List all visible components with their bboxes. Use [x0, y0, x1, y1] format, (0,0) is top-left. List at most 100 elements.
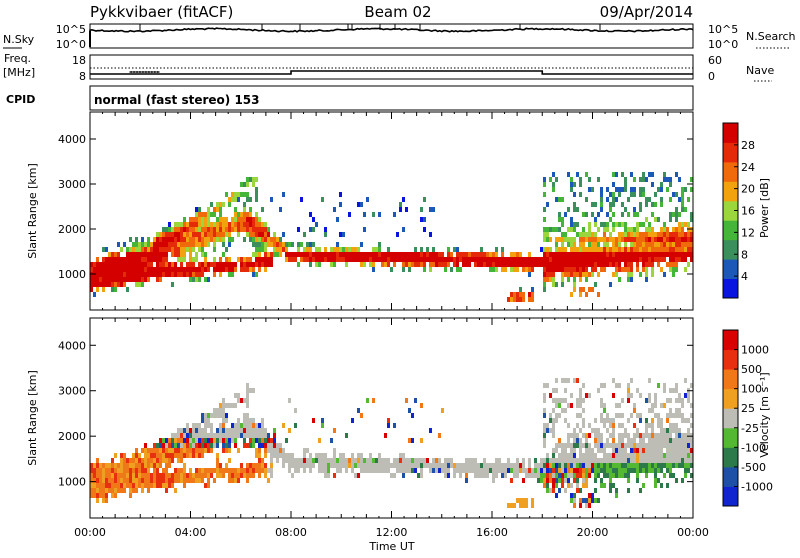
velocity-cell	[654, 468, 657, 473]
velocity-cell	[633, 403, 636, 408]
velocity-cell	[177, 448, 180, 453]
velocity-cell	[417, 458, 420, 463]
velocity-cell	[435, 463, 438, 468]
power-cell	[141, 247, 144, 252]
velocity-cell	[210, 448, 213, 453]
power-cell	[165, 267, 168, 272]
power-cell	[591, 237, 594, 242]
velocity-cell	[627, 463, 630, 468]
power-cell	[159, 232, 162, 237]
velocity-cell	[102, 478, 105, 483]
velocity-cell	[573, 448, 576, 453]
velocity-cell	[684, 378, 687, 383]
power-cell	[375, 252, 378, 257]
power-cell	[642, 267, 645, 272]
velocity-cell	[483, 473, 486, 478]
power-cell	[276, 242, 279, 247]
power-cell	[594, 202, 597, 207]
velocity-cell	[99, 468, 102, 473]
power-cell	[255, 197, 258, 202]
power-cell	[126, 272, 129, 277]
power-cell	[279, 237, 282, 242]
velocity-cell	[405, 468, 408, 473]
power-cell	[573, 282, 576, 287]
velocity-cell	[477, 468, 480, 473]
velocity-cell	[111, 458, 114, 463]
power-cell	[123, 242, 126, 247]
velocity-cell	[201, 428, 204, 433]
velocity-cell	[309, 463, 312, 468]
velocity-cell	[630, 463, 633, 468]
power-cell	[195, 277, 198, 282]
velocity-cell	[642, 483, 645, 488]
power-cell	[108, 277, 111, 282]
velocity-cell	[174, 433, 177, 438]
power-cell	[540, 262, 543, 267]
velocity-cell	[102, 493, 105, 498]
power-cell	[468, 252, 471, 257]
power-cell	[138, 277, 141, 282]
velocity-cell	[552, 473, 555, 478]
power-cell	[648, 242, 651, 247]
power-cell	[528, 272, 531, 277]
velocity-cell	[594, 478, 597, 483]
velocity-cell	[348, 463, 351, 468]
velocity-cell	[306, 463, 309, 468]
power-cell	[678, 257, 681, 262]
velocity-cell	[264, 463, 267, 468]
power-cell	[681, 232, 684, 237]
power-cell	[570, 217, 573, 222]
power-cell	[90, 277, 93, 282]
velocity-cell	[186, 438, 189, 443]
power-cell	[570, 252, 573, 257]
power-cell	[468, 257, 471, 262]
power-cell	[480, 262, 483, 267]
velocity-cell	[630, 413, 633, 418]
velocity-cell	[615, 403, 618, 408]
velocity-cell	[663, 383, 666, 388]
velocity-cell	[186, 428, 189, 433]
power-cell	[258, 247, 261, 252]
velocity-cell	[123, 463, 126, 468]
power-cell	[180, 232, 183, 237]
power-cell	[198, 242, 201, 247]
power-cell	[585, 262, 588, 267]
velocity-cell	[216, 458, 219, 463]
power-cell	[141, 242, 144, 247]
velocity-cell	[648, 468, 651, 473]
velocity-cbar-swatch	[723, 408, 738, 429]
power-cell	[219, 267, 222, 272]
power-cell	[543, 177, 546, 182]
velocity-cell	[423, 458, 426, 463]
power-cell	[126, 287, 129, 292]
velocity-cell	[516, 458, 519, 463]
velocity-cell	[384, 458, 387, 463]
power-cell	[99, 262, 102, 267]
power-cell	[264, 262, 267, 267]
power-cell	[183, 222, 186, 227]
velocity-cell	[219, 408, 222, 413]
power-cell	[615, 272, 618, 277]
power-cbar-swatch	[723, 123, 738, 143]
velocity-cell	[339, 453, 342, 458]
velocity-cell	[189, 468, 192, 473]
power-cbar-swatch	[723, 142, 738, 163]
velocity-cell	[387, 458, 390, 463]
velocity-cell	[162, 448, 165, 453]
power-cell	[558, 217, 561, 222]
velocity-cell	[681, 463, 684, 468]
velocity-cell	[312, 463, 315, 468]
power-cell	[339, 247, 342, 252]
velocity-cell	[690, 413, 693, 418]
power-cell	[510, 262, 513, 267]
velocity-cell	[558, 473, 561, 478]
velocity-cell	[639, 393, 642, 398]
power-cell	[156, 267, 159, 272]
power-cell	[306, 252, 309, 257]
velocity-cell	[156, 473, 159, 478]
velocity-cell	[630, 393, 633, 398]
velocity-cbar-swatch	[723, 466, 738, 487]
power-cell	[555, 237, 558, 242]
velocity-cell	[645, 473, 648, 478]
velocity-cell	[171, 443, 174, 448]
